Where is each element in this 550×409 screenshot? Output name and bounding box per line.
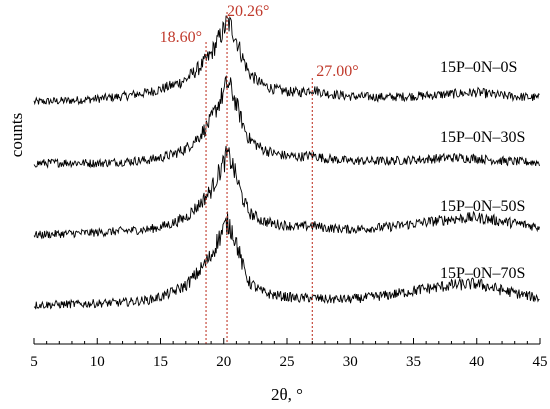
diffraction-traces: [33, 15, 540, 310]
x-axis: 5 10 15 20 25 30 35 40 45: [30, 338, 548, 370]
x-tick-label: 5: [30, 354, 38, 370]
series-trace-4: [33, 211, 540, 310]
peak-label-3: 27.00°: [316, 63, 358, 80]
peak-label-1: 18.60°: [160, 29, 202, 46]
x-tick-label: 20: [216, 354, 231, 370]
series-trace-3: [33, 145, 540, 240]
x-tick-label: 35: [406, 354, 421, 370]
x-tick-label: 45: [533, 354, 548, 370]
series-label-3: 15P–0N–50S: [440, 198, 525, 215]
series-label-1: 15P–0N–0S: [440, 59, 517, 76]
x-tick-label: 25: [280, 354, 295, 370]
reference-lines: [205, 12, 313, 344]
series-trace-2: [33, 75, 540, 169]
x-axis-title: 2θ, °: [271, 385, 303, 404]
y-axis-title: counts: [7, 113, 26, 157]
x-tick-label: 40: [469, 354, 484, 370]
peak-label-2: 20.26°: [227, 3, 269, 20]
series-labels: 15P–0N–0S 15P–0N–30S 15P–0N–50S 15P–0N–70S: [440, 59, 525, 282]
series-trace-1: [33, 15, 540, 106]
peak-labels: 18.60° 20.26° 27.00°: [160, 3, 359, 80]
x-tick-label: 30: [343, 354, 358, 370]
series-label-2: 15P–0N–30S: [440, 129, 525, 146]
x-tick-label: 10: [90, 354, 105, 370]
x-tick-label: 15: [153, 354, 168, 370]
series-label-4: 15P–0N–70S: [440, 265, 525, 282]
